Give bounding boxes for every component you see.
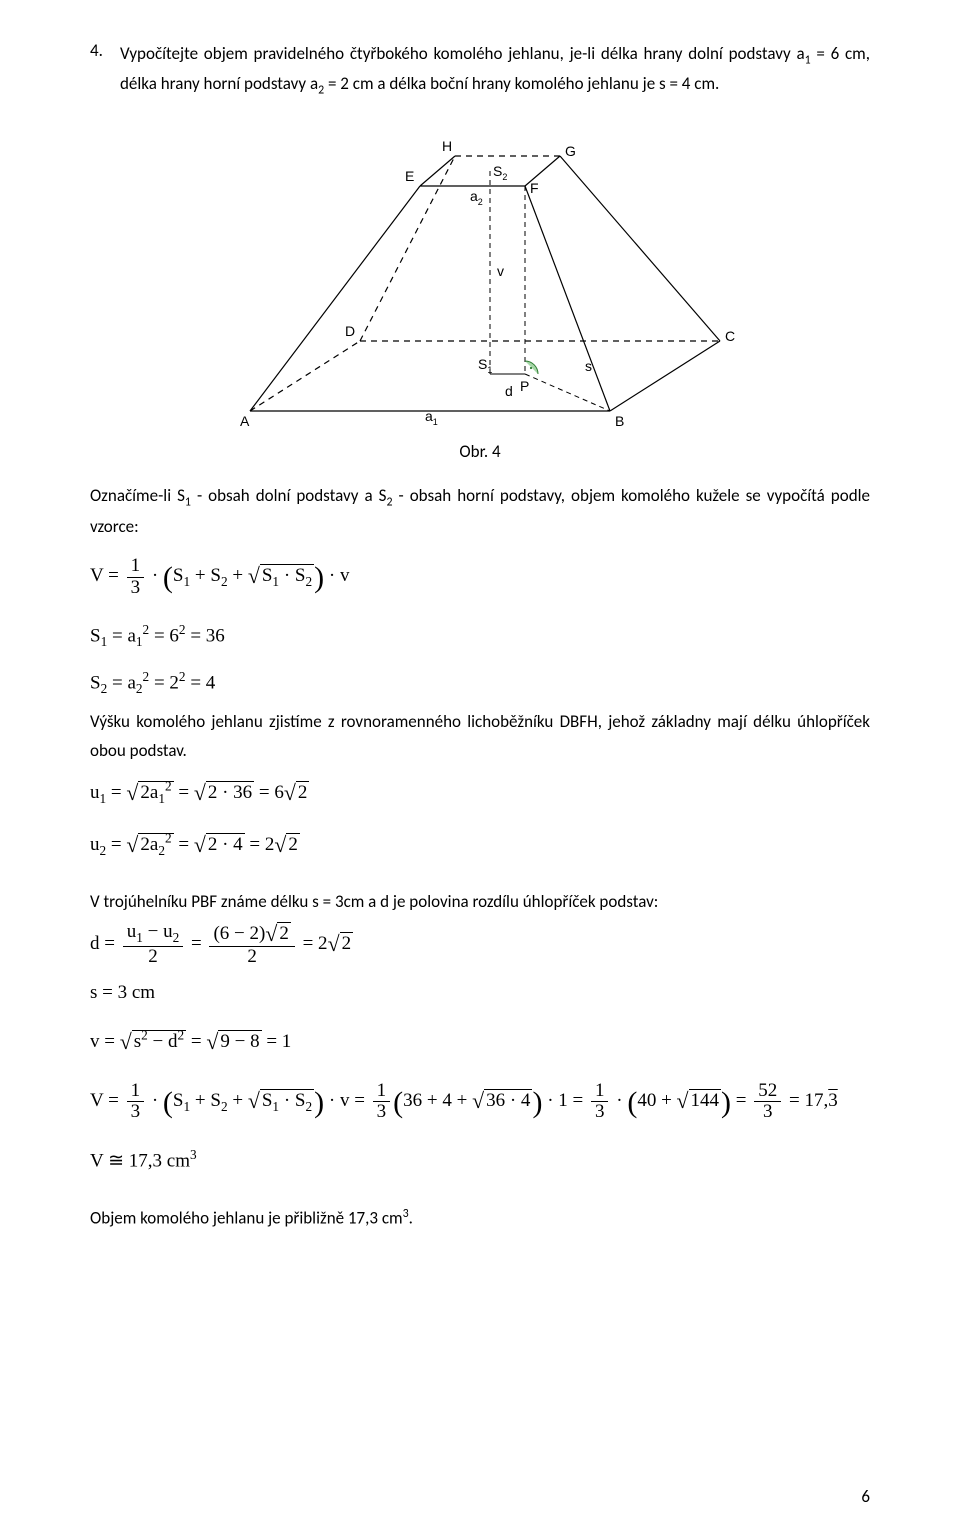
- svg-text:d: d: [505, 383, 513, 399]
- svg-text:a2: a2: [470, 188, 483, 207]
- paragraph-2: Výšku komolého jehlanu zjistíme z rovnor…: [90, 708, 870, 766]
- figure-frustum: A B C D E F G H P S1 S2 a1 a2 v s d: [90, 121, 870, 431]
- svg-text:S1: S1: [478, 356, 492, 375]
- problem-number: 4.: [90, 40, 120, 61]
- final-answer: Objem komolého jehlanu je přibližně 17,3…: [90, 1204, 870, 1234]
- eq-v-calc: V = 13 · (S1 + S2 + √S1 · S2) · v = 13(3…: [90, 1070, 870, 1136]
- paragraph-3: V trojúhelníku PBF známe délku s = 3cm a…: [90, 888, 870, 917]
- svg-text:v: v: [497, 263, 504, 279]
- svg-text:B: B: [615, 413, 624, 429]
- figure-caption: Obr. 4: [90, 441, 870, 462]
- svg-text:E: E: [405, 168, 414, 184]
- page-number: 6: [861, 1486, 870, 1507]
- eq-d: d = u1 − u22 = (6 − 2)√22 = 2√2: [90, 920, 870, 968]
- eq-s1: S1 = a12 = 62 = 36: [90, 615, 870, 657]
- problem-statement: 4. Vypočítejte objem pravidelného čtyřbo…: [90, 40, 870, 101]
- svg-text:s: s: [585, 358, 592, 374]
- paragraph-1: Označíme-li S1 - obsah dolní podstavy a …: [90, 482, 870, 542]
- eq-u2: u2 = √2a22 = √2 · 4 = 2√2: [90, 821, 870, 869]
- svg-text:G: G: [565, 143, 576, 159]
- eq-s2: S2 = a22 = 22 = 4: [90, 662, 870, 704]
- eq-u1: u1 = √2a12 = √2 · 36 = 6√2: [90, 769, 870, 817]
- svg-text:H: H: [442, 138, 452, 154]
- frustum-diagram: A B C D E F G H P S1 S2 a1 a2 v s d: [190, 121, 770, 431]
- eq-v-approx: V ≅ 17,3 cm3: [90, 1140, 870, 1182]
- eq-v-height: v = √s2 − d2 = √9 − 8 = 1: [90, 1018, 870, 1066]
- svg-text:A: A: [240, 413, 250, 429]
- svg-text:C: C: [725, 328, 735, 344]
- svg-text:S2: S2: [493, 163, 507, 182]
- problem-text: Vypočítejte objem pravidelného čtyřbokéh…: [120, 40, 870, 101]
- svg-text:P: P: [520, 378, 529, 394]
- eq-s: s = 3 cm: [90, 972, 870, 1014]
- svg-text:D: D: [345, 323, 355, 339]
- svg-text:F: F: [530, 180, 539, 196]
- eq-volume-formula: V = 13 · (S1 + S2 + √S1 · S2) · v: [90, 545, 870, 611]
